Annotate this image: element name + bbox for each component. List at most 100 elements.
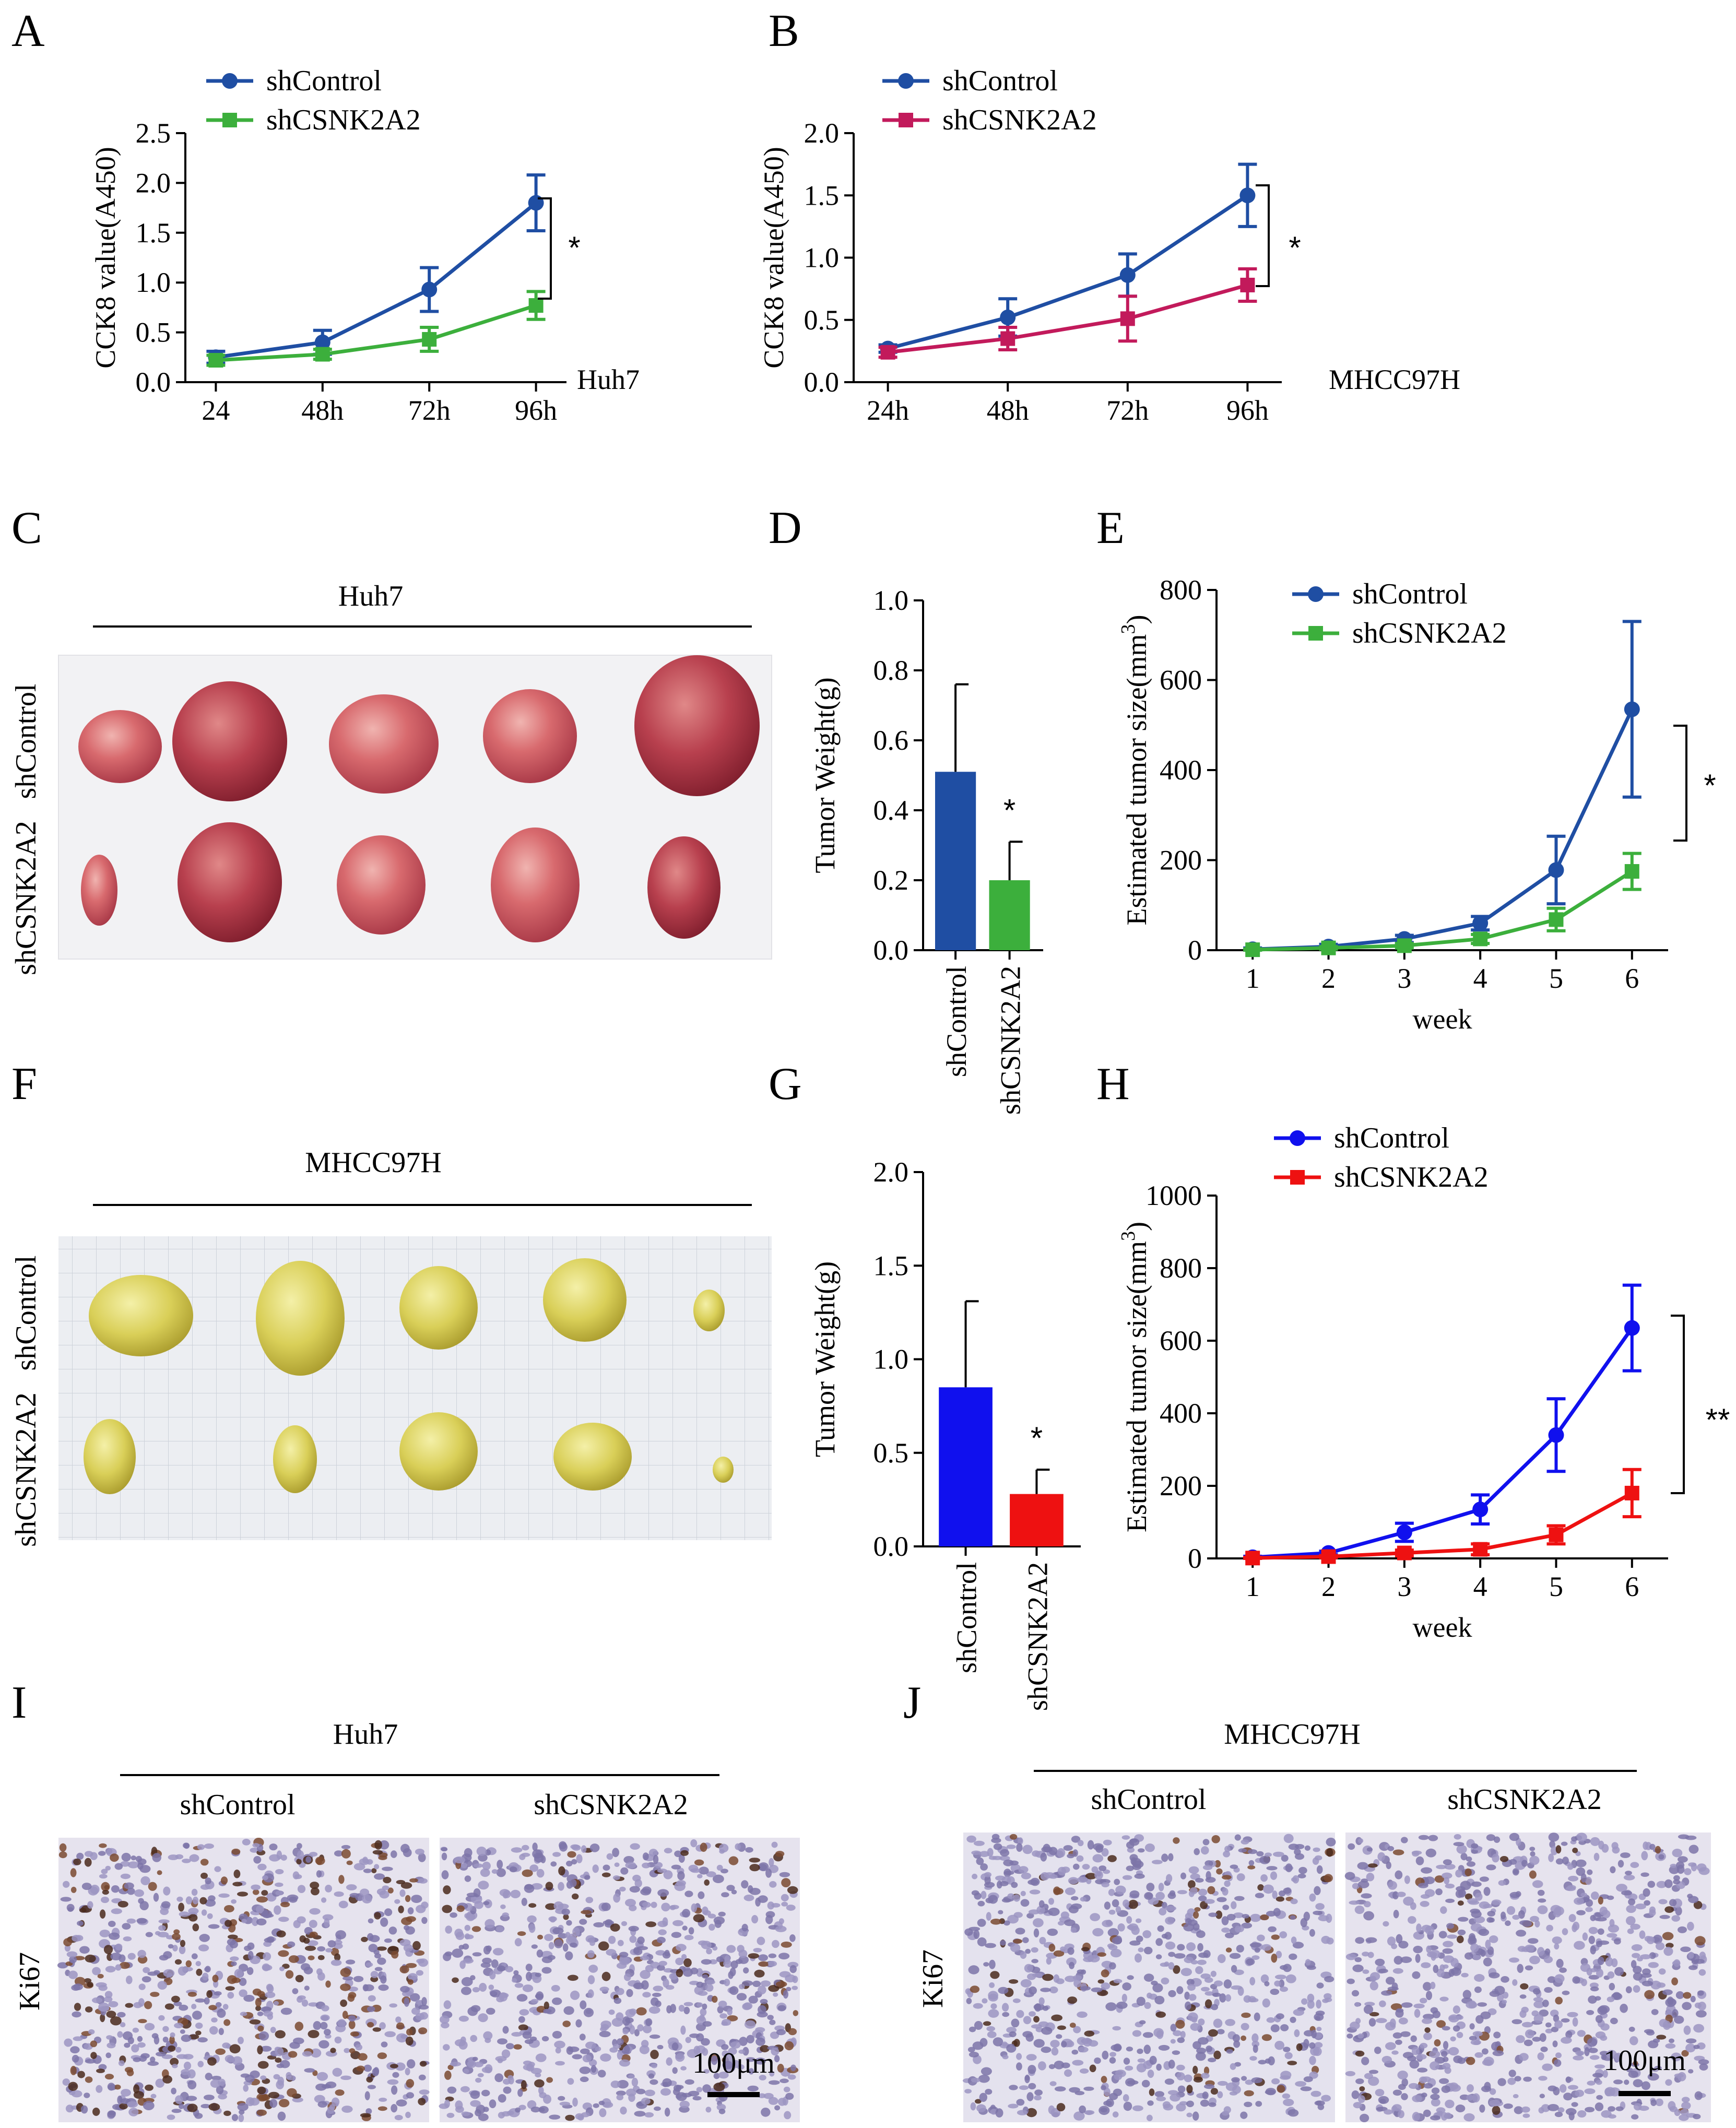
cell-nucleus — [1212, 1992, 1221, 1997]
cell-nucleus — [1555, 2052, 1562, 2059]
cell-nucleus — [749, 1864, 760, 1872]
photo-c-row-label-shcsnk2a2: shCSNK2A2 — [10, 821, 42, 975]
cell-nucleus — [391, 1950, 399, 1959]
cell-nucleus — [1557, 2107, 1565, 2113]
cell-nucleus — [662, 1917, 668, 1926]
cell-nucleus — [1048, 1907, 1060, 1916]
cell-nucleus — [1355, 2078, 1364, 2084]
cell-nucleus — [1236, 1945, 1244, 1953]
cell-nucleus — [446, 2112, 455, 2118]
cell-nucleus — [1521, 2021, 1533, 2028]
cell-nucleus — [683, 1958, 692, 1967]
cell-nucleus — [1439, 1996, 1449, 2002]
cell-nucleus — [1598, 1940, 1610, 1945]
cell-nucleus — [1089, 1955, 1100, 1963]
cell-nucleus — [1304, 1845, 1310, 1851]
cell-nucleus — [1489, 1991, 1500, 1997]
cell-nucleus — [1588, 1995, 1597, 2004]
cell-nucleus — [626, 1989, 633, 1997]
y-tick-label: 2.0 — [136, 167, 171, 198]
cell-nucleus — [368, 1918, 374, 1924]
cell-nucleus — [1161, 1853, 1168, 1862]
cell-nucleus — [1366, 1873, 1375, 1882]
cell-nucleus — [1620, 2004, 1628, 2013]
cell-nucleus — [527, 1915, 537, 1923]
cell-nucleus — [1362, 1952, 1369, 1957]
cell-nucleus — [1674, 2109, 1681, 2117]
cell-nucleus — [384, 2031, 396, 2037]
data-point — [1245, 1551, 1260, 1566]
cell-nucleus — [374, 1912, 381, 1920]
cell-nucleus — [629, 2025, 635, 2035]
cell-nucleus — [470, 1975, 476, 1981]
cell-nucleus — [327, 2106, 335, 2114]
cell-nucleus — [1136, 1996, 1145, 2006]
cell-nucleus — [1344, 1872, 1355, 1880]
cell-nucleus — [1193, 2076, 1203, 2083]
cell-nucleus — [1553, 2014, 1560, 2023]
cell-nucleus — [601, 1971, 611, 1981]
photo-f-row-label-shcsnk2a2: shCSNK2A2 — [10, 1392, 42, 1547]
cell-nucleus — [115, 1943, 123, 1950]
cell-nucleus — [287, 2088, 297, 2097]
cell-nucleus — [1479, 2105, 1485, 2113]
bar-shCSNK2A2 — [1010, 1494, 1064, 1546]
cell-nucleus — [1266, 2017, 1275, 2023]
cell-nucleus — [1582, 1932, 1588, 1941]
cell-nucleus — [1047, 1929, 1058, 1936]
cell-nucleus — [145, 2084, 153, 2091]
cell-nucleus — [491, 1869, 498, 1874]
cell-nucleus — [454, 1856, 466, 1864]
cell-nucleus — [258, 2094, 269, 2101]
y-tick-label: 0.0 — [873, 935, 909, 966]
cell-nucleus — [277, 2111, 286, 2121]
cell-nucleus — [96, 2068, 105, 2073]
cell-nucleus — [693, 1914, 705, 1923]
cell-nucleus — [1176, 2064, 1185, 2071]
data-point — [1624, 701, 1640, 717]
cell-nucleus — [87, 1981, 93, 1988]
cell-nucleus — [381, 2041, 388, 2048]
cell-nucleus — [391, 2104, 398, 2113]
cell-nucleus — [1506, 1906, 1516, 1915]
cell-nucleus — [716, 2103, 726, 2111]
cell-nucleus — [286, 2072, 292, 2079]
cell-nucleus — [1067, 1853, 1074, 1859]
cell-nucleus — [369, 1935, 380, 1943]
cell-nucleus — [1241, 2076, 1247, 2081]
cell-nucleus — [988, 2009, 999, 2018]
cell-nucleus — [1467, 1898, 1478, 1904]
cell-nucleus — [324, 2029, 331, 2036]
y-axis-label: CCK8 value(A450) — [90, 147, 121, 368]
cell-nucleus — [237, 1891, 248, 1897]
cell-nucleus — [1002, 2041, 1008, 2047]
cell-nucleus — [63, 1938, 72, 1947]
cell-nucleus — [976, 2104, 986, 2112]
x-tick-label: 24h — [867, 395, 909, 426]
cell-nucleus — [148, 1882, 157, 1891]
cell-nucleus — [1309, 2071, 1318, 2079]
cell-nucleus — [1186, 1979, 1195, 1986]
cell-nucleus — [741, 1923, 748, 1932]
cell-nucleus — [407, 1973, 418, 1981]
cell-nucleus — [642, 1992, 651, 1998]
cell-nucleus — [1074, 2091, 1085, 2096]
cell-nucleus — [162, 2037, 169, 2043]
cell-nucleus — [496, 1926, 504, 1933]
cell-nucleus — [157, 1870, 162, 1875]
cell-nucleus — [1127, 1975, 1134, 1980]
cell-nucleus — [127, 1953, 136, 1960]
cell-nucleus — [558, 1866, 565, 1876]
cell-nucleus — [410, 1993, 420, 2002]
cell-nucleus — [1204, 1991, 1214, 1996]
cell-nucleus — [1616, 1884, 1627, 1892]
cell-nucleus — [232, 2056, 243, 2065]
cell-nucleus — [287, 1894, 299, 1901]
cell-nucleus — [1280, 2024, 1289, 2031]
cell-nucleus — [1554, 2111, 1563, 2118]
cell-nucleus — [480, 1868, 490, 1877]
cell-nucleus — [415, 2000, 421, 2005]
cell-nucleus — [1073, 1979, 1082, 1988]
cell-nucleus — [1073, 2026, 1081, 2034]
cell-nucleus — [1017, 2110, 1028, 2115]
